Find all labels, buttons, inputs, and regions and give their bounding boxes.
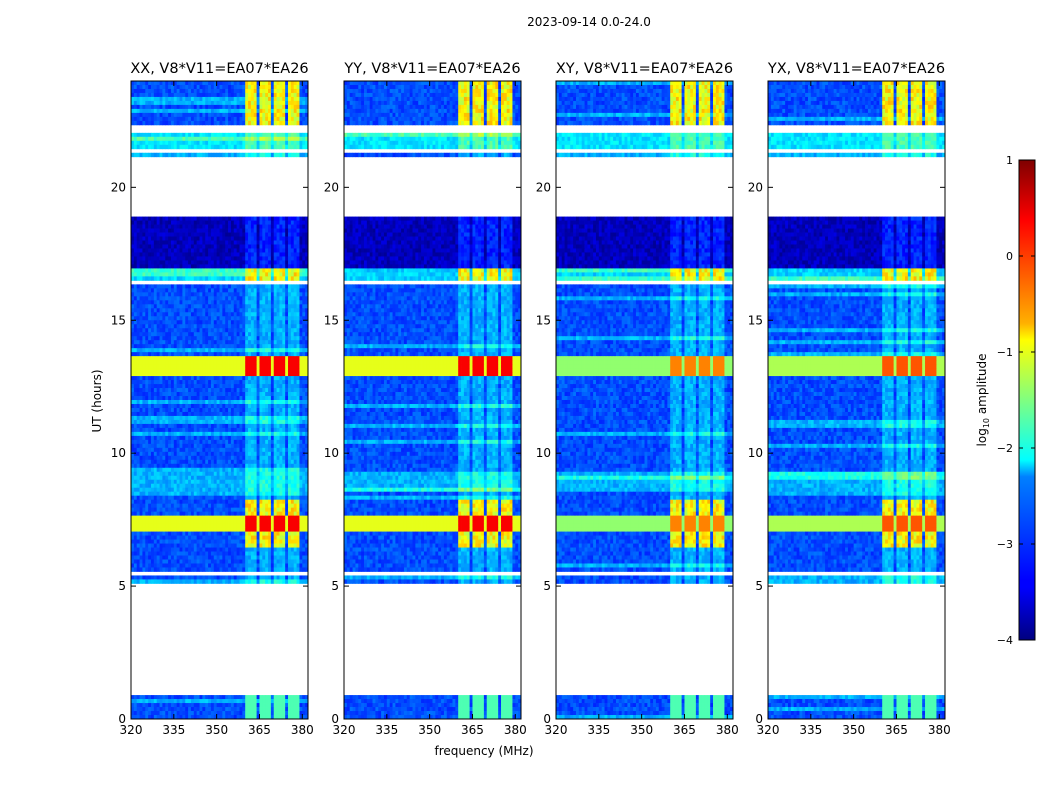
colorbar: 1 0 −1 −2 −3 −4 log10 amplitude xyxy=(975,154,1036,647)
x-tick-label-xx-380: 380 xyxy=(291,723,314,737)
y-tick-label-xx-20: 20 xyxy=(111,180,126,194)
y-tick-label-yx-15: 15 xyxy=(748,313,763,327)
colorbar-tick-label-4: −3 xyxy=(997,538,1013,551)
y-tick-label-yy-15: 15 xyxy=(324,313,339,327)
x-tick-label-yx-320: 320 xyxy=(757,723,780,737)
y-tick-label-xx-0: 0 xyxy=(118,712,126,726)
x-tick-label-xy-350: 350 xyxy=(630,723,653,737)
y-tick-label-yx-20: 20 xyxy=(748,180,763,194)
y-tick-label-xx-10: 10 xyxy=(111,446,126,460)
panel-title-yy: YY, V8*V11=EA07*EA26 xyxy=(343,61,520,77)
y-tick-label-yx-0: 0 xyxy=(755,712,763,726)
colorbar-ticks: 1 0 −1 −2 −3 −4 xyxy=(997,154,1035,647)
colorbar-tick-label-1: 0 xyxy=(1006,250,1013,263)
y-tick-label-xy-15: 15 xyxy=(536,313,551,327)
heatmap-yx xyxy=(768,81,945,719)
y-tick-label-xy-5: 5 xyxy=(543,579,551,593)
y-tick-label-yy-10: 10 xyxy=(324,446,339,460)
panel-xx: XX, V8*V11=EA07*EA26 320 335 350 365 380 0 5 10 1… xyxy=(111,61,314,737)
x-tick-label-xx-335: 335 xyxy=(162,723,185,737)
x-tick-label-yx-365: 365 xyxy=(885,723,908,737)
x-tick-label-yy-350: 350 xyxy=(418,723,441,737)
y-tick-label-xy-20: 20 xyxy=(536,180,551,194)
x-tick-label-xy-320: 320 xyxy=(545,723,568,737)
heatmap-xy xyxy=(556,81,733,719)
x-tick-label-xx-365: 365 xyxy=(248,723,271,737)
panel-frame-yy xyxy=(343,80,522,720)
panel-title-xy: XY, V8*V11=EA07*EA26 xyxy=(556,61,733,77)
panel-xy: XY, V8*V11=EA07*EA26 320 335 350 365 380 0 5 10 1… xyxy=(536,61,739,737)
heatmap-yy xyxy=(344,81,521,719)
x-tick-label-xy-365: 365 xyxy=(673,723,696,737)
y-tick-label-yx-10: 10 xyxy=(748,446,763,460)
y-tick-label-xx-5: 5 xyxy=(118,579,126,593)
y-tick-label-xy-0: 0 xyxy=(543,712,551,726)
panels-layer: XX, V8*V11=EA07*EA26 320 335 350 365 380 0 5 10 1… xyxy=(111,61,951,737)
panel-frame-xy xyxy=(555,80,734,720)
x-tick-label-xy-380: 380 xyxy=(716,723,739,737)
x-tick-label-yx-350: 350 xyxy=(842,723,865,737)
colorbar-tick-label-5: −4 xyxy=(997,634,1013,647)
panel-frame-xx xyxy=(130,80,309,720)
x-tick-label-yy-365: 365 xyxy=(461,723,484,737)
x-tick-label-yy-335: 335 xyxy=(375,723,398,737)
heatmap-xx xyxy=(131,81,308,719)
colorbar-tick-label-3: −2 xyxy=(997,442,1013,455)
panel-title-yx: YX, V8*V11=EA07*EA26 xyxy=(767,61,945,77)
figure-suptitle: 2023-09-14 0.0-24.0 xyxy=(527,15,651,29)
y-tick-label-yy-5: 5 xyxy=(331,579,339,593)
x-tick-label-xx-350: 350 xyxy=(205,723,228,737)
x-tick-label-xx-320: 320 xyxy=(120,723,143,737)
x-tick-label-yy-320: 320 xyxy=(333,723,356,737)
y-tick-label-yy-0: 0 xyxy=(331,712,339,726)
y-axis-label: UT (hours) xyxy=(90,369,104,432)
colorbar-tick-label-0: 1 xyxy=(1006,154,1013,167)
colorbar-label: log10 amplitude xyxy=(975,354,991,447)
x-tick-label-yy-380: 380 xyxy=(504,723,527,737)
colorbar-tick-label-2: −1 xyxy=(997,346,1013,359)
y-tick-label-yy-20: 20 xyxy=(324,180,339,194)
y-tick-label-yx-5: 5 xyxy=(755,579,763,593)
x-tick-label-xy-335: 335 xyxy=(587,723,610,737)
panel-yy: YY, V8*V11=EA07*EA26 320 335 350 365 380 0 5 10 1… xyxy=(324,61,527,737)
panel-title-xx: XX, V8*V11=EA07*EA26 xyxy=(130,61,308,77)
panel-yx: YX, V8*V11=EA07*EA26 320 335 350 365 380 0 5 10 1… xyxy=(748,61,951,737)
y-tick-label-xx-15: 15 xyxy=(111,313,126,327)
x-axis-label: frequency (MHz) xyxy=(434,744,533,758)
panel-frame-yx xyxy=(767,80,946,720)
colorbar-gradient xyxy=(1018,159,1036,641)
x-tick-label-yx-380: 380 xyxy=(928,723,951,737)
x-tick-label-yx-335: 335 xyxy=(799,723,822,737)
y-tick-label-xy-10: 10 xyxy=(536,446,551,460)
